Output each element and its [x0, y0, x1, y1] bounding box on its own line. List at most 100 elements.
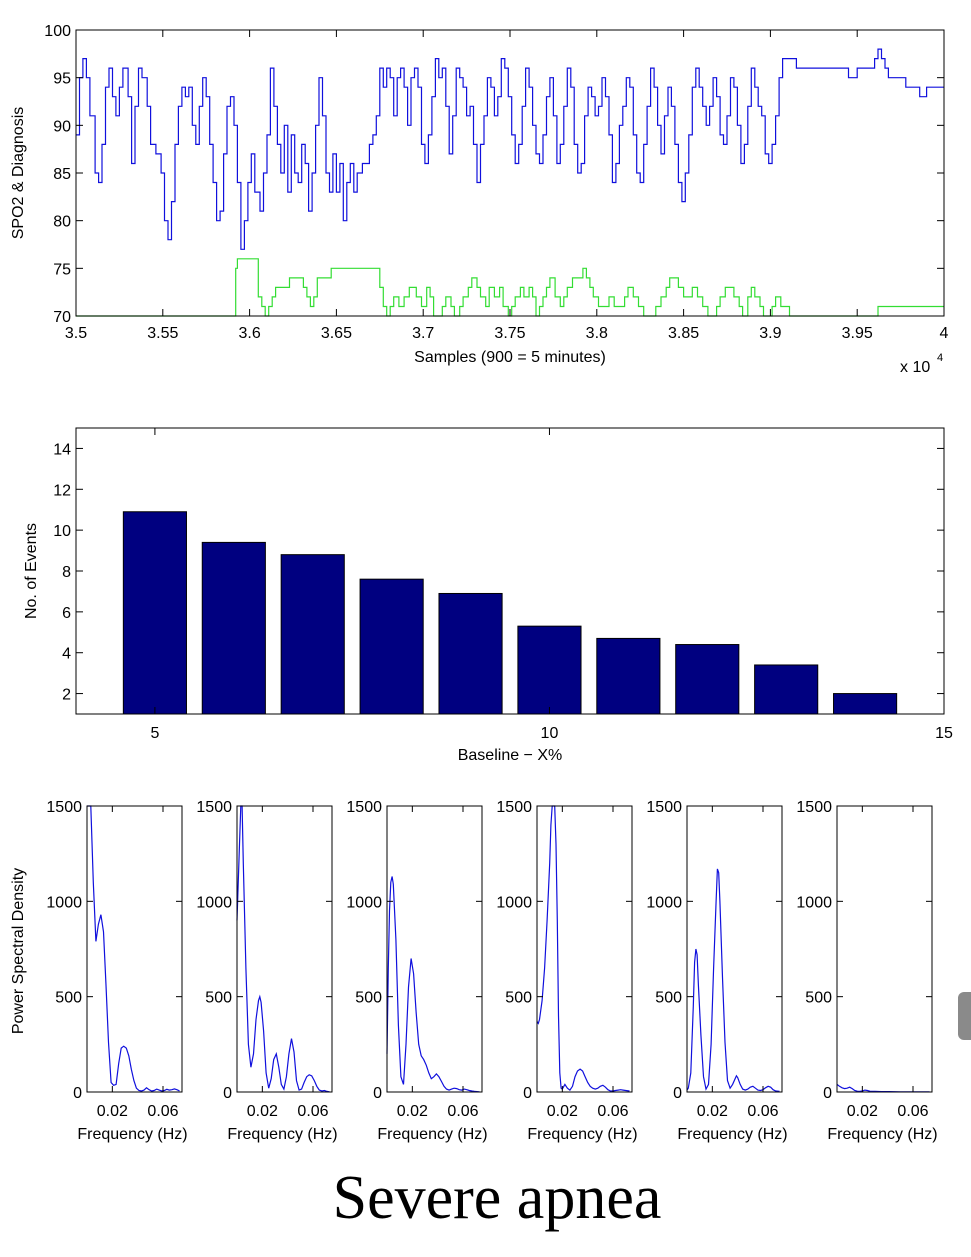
psd-x-tick-label: 0.06	[597, 1103, 628, 1120]
events-y-tick-label: 4	[62, 646, 71, 663]
psd-y-tick-label: 1000	[196, 894, 232, 911]
events-x-tick-label: 10	[541, 725, 559, 742]
bar	[280, 554, 345, 715]
bar	[122, 511, 187, 715]
spo2-x-tick-label: 3.75	[494, 325, 525, 342]
psd-y-tick-label: 500	[655, 990, 682, 1007]
psd-curve-3	[386, 876, 480, 1093]
psd-y-tick-label: 0	[673, 1085, 682, 1102]
spo2-x-axis-label: Samples (900 = 5 minutes)	[414, 349, 606, 366]
events-y-tick-label: 8	[62, 564, 71, 581]
spo2-y-tick-label: 85	[53, 166, 71, 183]
psd-curve-6	[836, 1083, 930, 1093]
figure-caption: Severe apnea	[332, 1164, 662, 1232]
psd-plot-frame-4	[536, 805, 633, 1093]
psd-plot-frame-2	[236, 805, 333, 1093]
psd-x-axis-label: Frequency (Hz)	[677, 1126, 787, 1143]
spo2-plot-frame	[75, 29, 945, 317]
psd-y-tick-label: 1000	[646, 894, 682, 911]
psd-y-tick-label: 500	[355, 990, 382, 1007]
spo2-x-tick-label: 3.8	[586, 325, 608, 342]
events-x-axis-label: Baseline − X%	[458, 747, 563, 764]
spo2-x-tick-label: 3.7	[412, 325, 434, 342]
psd-y-tick-label: 1500	[46, 799, 82, 816]
bar	[201, 541, 266, 715]
psd-plot-frame-5	[686, 805, 783, 1093]
bar	[596, 637, 661, 715]
psd-x-tick-label: 0.06	[747, 1103, 778, 1120]
psd-y-axis-label: Power Spectral Density	[10, 868, 27, 1034]
psd-y-tick-label: 0	[223, 1085, 232, 1102]
psd-y-tick-label: 0	[523, 1085, 532, 1102]
psd-x-tick-label: 0.06	[297, 1103, 328, 1120]
events-y-tick-label: 12	[53, 482, 71, 499]
psd-curve-4	[536, 805, 630, 1092]
psd-x-axis-label: Frequency (Hz)	[77, 1126, 187, 1143]
spo2-series-line	[76, 48, 944, 250]
psd-x-tick-label: 0.02	[397, 1103, 428, 1120]
spo2-x-multiplier: x 10	[900, 359, 930, 376]
bar	[833, 693, 898, 715]
psd-x-tick-label: 0.06	[447, 1103, 478, 1120]
psd-x-axis-label: Frequency (Hz)	[527, 1126, 637, 1143]
psd-y-tick-label: 500	[205, 990, 232, 1007]
events-x-tick-label: 5	[150, 725, 159, 742]
bar	[359, 578, 424, 715]
spo2-y-tick-label: 95	[53, 71, 71, 88]
psd-x-axis-label: Frequency (Hz)	[827, 1126, 937, 1143]
events-y-tick-label: 6	[62, 605, 71, 622]
spo2-x-tick-label: 3.6	[238, 325, 260, 342]
events-y-tick-label: 10	[53, 523, 71, 540]
scrollbar-handle[interactable]	[958, 992, 971, 1040]
spo2-x-tick-label: 3.95	[842, 325, 873, 342]
psd-y-tick-label: 500	[505, 990, 532, 1007]
spo2-x-multiplier-exponent: 4	[937, 352, 943, 364]
psd-y-tick-label: 1500	[646, 799, 682, 816]
psd-x-axis-label: Frequency (Hz)	[377, 1126, 487, 1143]
psd-x-tick-label: 0.02	[547, 1103, 578, 1120]
events-x-tick-label: 15	[935, 725, 953, 742]
events-y-tick-label: 14	[53, 441, 71, 458]
bar	[517, 625, 582, 715]
spo2-y-tick-label: 75	[53, 261, 71, 278]
spo2-x-tick-label: 3.9	[759, 325, 781, 342]
psd-plot-frame-3	[386, 805, 483, 1093]
spo2-x-tick-label: 3.5	[65, 325, 87, 342]
psd-plot-frame-1	[86, 805, 183, 1093]
psd-y-tick-label: 1000	[346, 894, 382, 911]
psd-y-tick-label: 1500	[196, 799, 232, 816]
psd-y-tick-label: 1500	[796, 799, 832, 816]
psd-x-tick-label: 0.02	[847, 1103, 878, 1120]
psd-x-tick-label: 0.02	[697, 1103, 728, 1120]
psd-y-tick-label: 1000	[46, 894, 82, 911]
spo2-y-axis-label: SPO2 & Diagnosis	[10, 107, 27, 240]
spo2-y-tick-label: 70	[53, 309, 71, 326]
psd-y-tick-label: 0	[823, 1085, 832, 1102]
spo2-y-tick-label: 100	[44, 23, 71, 40]
spo2-x-tick-label: 3.65	[321, 325, 352, 342]
psd-x-axis-label: Frequency (Hz)	[227, 1126, 337, 1143]
psd-y-tick-label: 1500	[346, 799, 382, 816]
psd-y-tick-label: 0	[73, 1085, 82, 1102]
psd-y-tick-label: 1000	[796, 894, 832, 911]
bar	[675, 644, 740, 715]
psd-x-tick-label: 0.02	[247, 1103, 278, 1120]
psd-x-tick-label: 0.06	[897, 1103, 928, 1120]
spo2-x-tick-label: 3.55	[147, 325, 178, 342]
psd-y-tick-label: 1000	[496, 894, 532, 911]
psd-y-tick-label: 500	[55, 990, 82, 1007]
psd-x-tick-label: 0.02	[97, 1103, 128, 1120]
spo2-y-tick-label: 90	[53, 118, 71, 135]
psd-plot-frame-6	[836, 805, 933, 1093]
psd-y-tick-label: 500	[805, 990, 832, 1007]
psd-x-tick-label: 0.06	[147, 1103, 178, 1120]
spo2-x-tick-label: 3.85	[668, 325, 699, 342]
bar	[438, 592, 503, 715]
spo2-y-tick-label: 80	[53, 214, 71, 231]
psd-curve-5	[686, 868, 780, 1092]
diagnosis-series-line	[76, 258, 944, 317]
events-y-tick-label: 2	[62, 687, 71, 704]
psd-curve-2	[236, 805, 330, 1093]
psd-y-tick-label: 0	[373, 1085, 382, 1102]
